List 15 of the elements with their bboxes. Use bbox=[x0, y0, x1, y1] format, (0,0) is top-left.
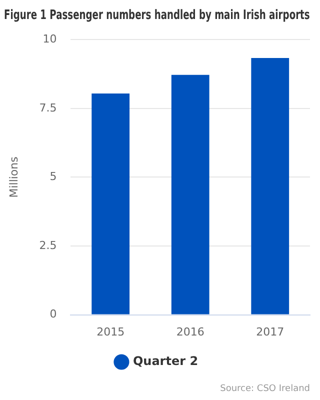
y-tick-label: 7.5 bbox=[39, 101, 57, 114]
y-tick-label: 5 bbox=[50, 170, 57, 184]
x-tick-label: 2017 bbox=[256, 325, 284, 338]
x-tick-label: 2016 bbox=[176, 325, 204, 338]
chart-title: Figure 1 Passenger numbers handled by main Irish airports bbox=[4, 8, 310, 23]
legend-label: Quarter 2 bbox=[132, 354, 198, 368]
source-note: Source: CSO Ireland bbox=[220, 384, 310, 394]
bar bbox=[251, 58, 290, 314]
x-tick-label: 2015 bbox=[96, 325, 125, 338]
bar bbox=[171, 74, 210, 314]
y-tick-label: 0 bbox=[50, 308, 57, 321]
y-tick-label: 2.5 bbox=[39, 238, 57, 252]
y-axis-title: Millions bbox=[7, 156, 20, 198]
y-tick-label: 10 bbox=[42, 32, 57, 46]
bar bbox=[92, 94, 130, 314]
